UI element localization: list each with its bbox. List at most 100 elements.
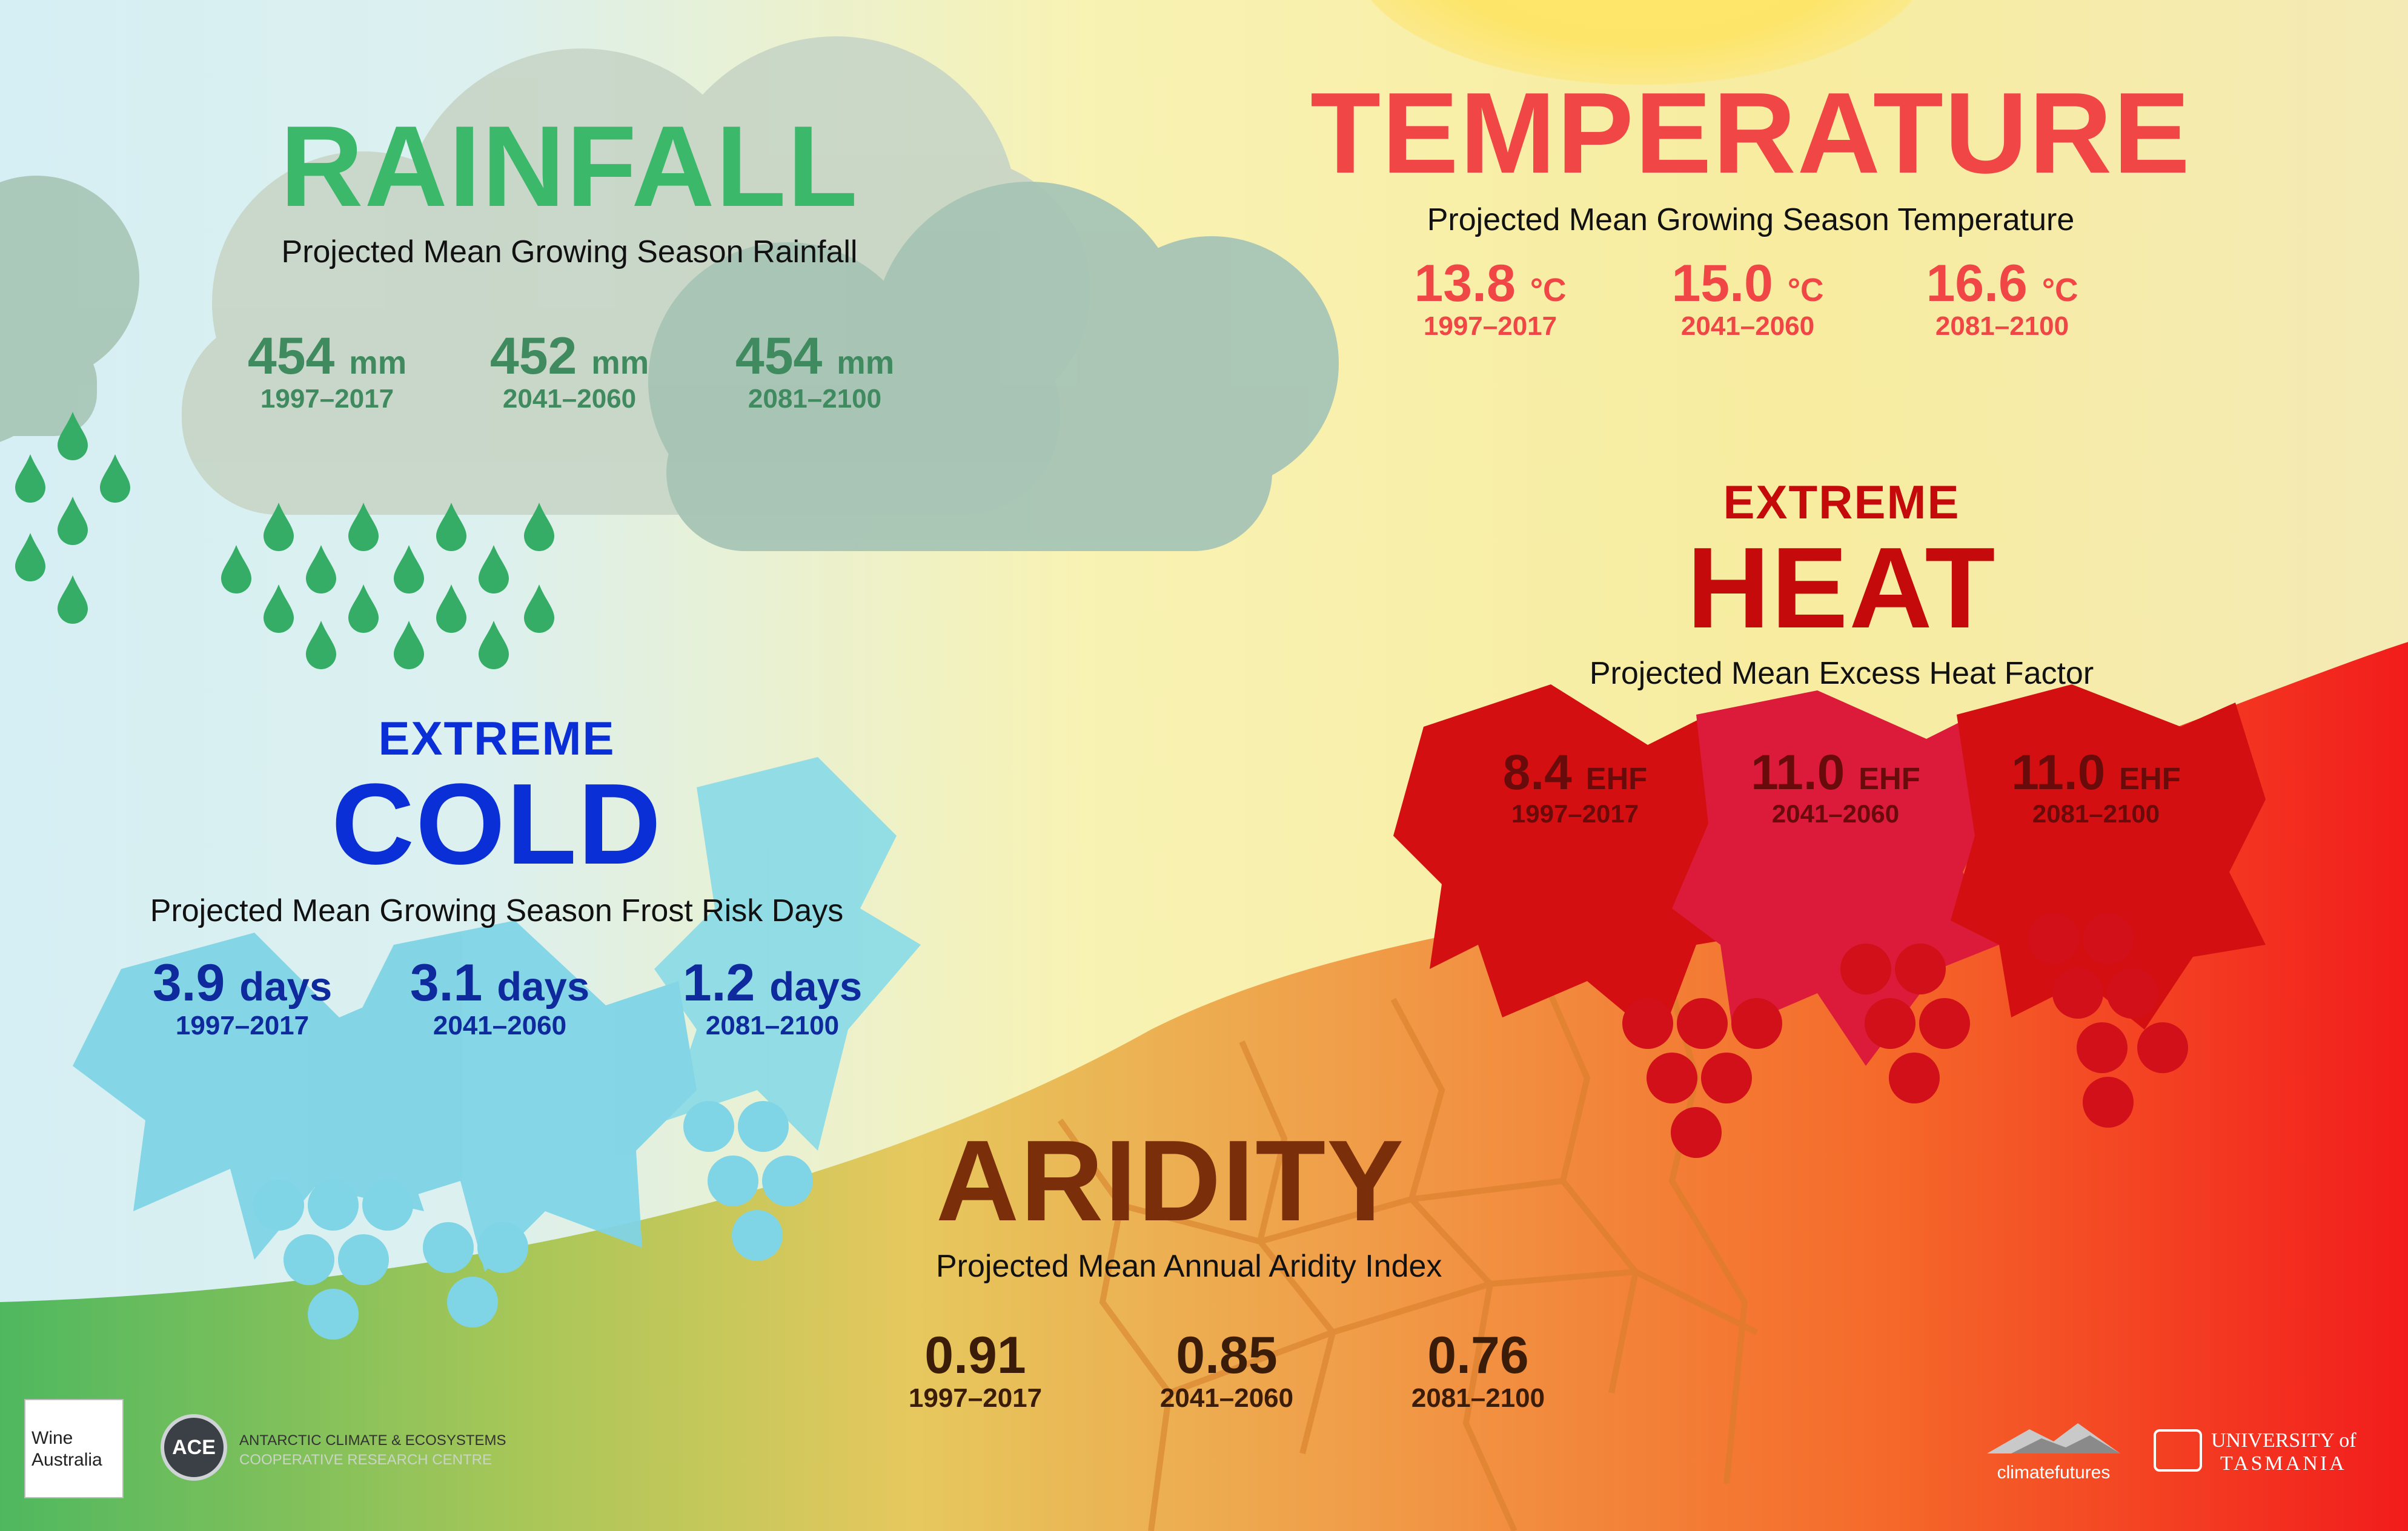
heat-title: HEAT <box>1687 524 1997 652</box>
temperature-unit-3: °C <box>2041 273 2078 308</box>
raindrop-icon <box>306 621 336 669</box>
dry-soil-cracks <box>1057 968 1759 1531</box>
temperature-stat-1: 13.8 °C 1997–2017 <box>1387 257 1593 340</box>
cold-unit-2: days <box>497 964 590 1010</box>
cold-kicker: EXTREME <box>378 712 615 765</box>
raindrop-icon <box>221 545 251 594</box>
grape-icon <box>1840 944 1891 994</box>
heat-stat-3: 11.0 EHF 2081–2100 <box>1987 748 2205 827</box>
grape-icon <box>338 1234 389 1285</box>
grape-icon <box>1622 998 1673 1049</box>
raindrop-icon <box>306 545 336 594</box>
temperature-period-3: 2081–2100 <box>1935 311 2069 341</box>
rainfall-value-1: 454 <box>247 327 335 385</box>
grape-icon <box>447 1277 498 1328</box>
aridity-value-1: 0.91 <box>924 1326 1026 1384</box>
aridity-section: ARIDITY Projected Mean Annual Aridity In… <box>936 1123 1542 1282</box>
grape-icon <box>708 1156 758 1206</box>
rainfall-value-2: 452 <box>489 327 577 385</box>
raindrop-icon <box>524 584 554 633</box>
grape-icon <box>477 1222 528 1273</box>
heat-unit-1: EHF <box>1585 761 1648 796</box>
aridity-subtitle: Projected Mean Annual Aridity Index <box>936 1249 1442 1284</box>
cold-period-3: 2081–2100 <box>705 1011 840 1040</box>
temperature-stat-3: 16.6 °C 2081–2100 <box>1899 257 2105 340</box>
ace-badge-text: ACE <box>172 1436 216 1459</box>
raindrop-icon <box>524 503 554 551</box>
aridity-period-1: 1997–2017 <box>908 1383 1043 1413</box>
grape-icon <box>308 1289 359 1340</box>
aridity-stat-1: 0.91 1997–2017 <box>891 1329 1060 1412</box>
rainfall-subtitle: Projected Mean Growing Season Rainfall <box>281 234 858 269</box>
cloud-icon <box>0 176 139 442</box>
grape-icon <box>2083 913 2134 964</box>
cold-period-1: 1997–2017 <box>175 1011 310 1040</box>
temperature-section: TEMPERATURE Projected Mean Growing Seaso… <box>1248 76 2254 236</box>
heat-unit-3: EHF <box>2119 761 2181 796</box>
temperature-value-3: 16.6 <box>1926 254 2028 312</box>
aridity-period-2: 2041–2060 <box>1159 1383 1294 1413</box>
grape-icon <box>683 1101 734 1152</box>
wine-australia-text: Wine Australia <box>32 1428 102 1470</box>
heat-period-3: 2081–2100 <box>2032 799 2160 828</box>
raindrop-icon <box>57 575 88 624</box>
temperature-title: TEMPERATURE <box>1310 69 2192 197</box>
rainfall-stat-3: 454 mm 2081–2100 <box>712 330 918 412</box>
mountain-icon <box>1987 1423 2120 1453</box>
raindrop-icon <box>264 584 294 633</box>
rainfall-section: RAINFALL Projected Mean Growing Season R… <box>218 109 921 268</box>
heat-kicker: EXTREME <box>1723 475 1960 529</box>
raindrop-icon <box>436 584 466 633</box>
grape-icon <box>1889 1053 1940 1103</box>
rainfall-unit-3: mm <box>837 345 895 381</box>
temperature-value-1: 13.8 <box>1414 254 1516 312</box>
raindrop-icon <box>100 454 130 503</box>
grape-icon <box>1865 998 1915 1049</box>
utas-line-1: UNIVERSITY of <box>2211 1429 2357 1452</box>
cold-stat-2: 3.1 days 2041–2060 <box>391 957 609 1039</box>
cold-value-1: 3.9 <box>152 954 225 1012</box>
grape-icon <box>1731 998 1782 1049</box>
raindrop-icon <box>479 621 509 669</box>
aridity-title: ARIDITY <box>936 1117 1405 1245</box>
raindrop-icon <box>264 503 294 551</box>
raindrop-icon <box>394 545 424 594</box>
temperature-stat-2: 15.0 °C 2041–2060 <box>1645 257 1851 340</box>
ace-line-2: COOPERATIVE RESEARCH CENTRE <box>239 1452 492 1468</box>
heat-period-2: 2041–2060 <box>1771 799 1900 828</box>
grape-icon <box>1677 998 1728 1049</box>
utas-line-2: TASMANIA <box>2220 1452 2347 1475</box>
grape-icon <box>1701 1053 1752 1103</box>
raindrop-icon <box>348 584 379 633</box>
grape-icon <box>738 1101 789 1152</box>
rainfall-unit-1: mm <box>349 345 407 381</box>
aridity-period-3: 2081–2100 <box>1411 1383 1545 1413</box>
grape-icon <box>308 1180 359 1231</box>
temperature-unit-2: °C <box>1787 273 1824 308</box>
cold-period-2: 2041–2060 <box>433 1011 567 1040</box>
heat-period-1: 1997–2017 <box>1511 799 1639 828</box>
ace-badge-icon: ACE <box>161 1414 227 1481</box>
cold-value-3: 1.2 <box>682 954 755 1012</box>
heat-unit-2: EHF <box>1859 761 1920 796</box>
heat-grape-bunch-icons <box>1622 913 2188 1158</box>
wine-australia-logo: Wine Australia <box>24 1399 124 1498</box>
rainfall-unit-2: mm <box>591 345 649 381</box>
rainfall-title: RAINFALL <box>280 102 859 231</box>
temperature-unit-1: °C <box>1530 273 1567 308</box>
raindrop-icon <box>15 533 45 581</box>
aridity-value-3: 0.76 <box>1427 1326 1529 1384</box>
rainfall-value-3: 454 <box>735 327 823 385</box>
cold-subtitle: Projected Mean Growing Season Frost Risk… <box>150 893 844 928</box>
raindrop-icon <box>15 454 45 503</box>
grape-icon <box>253 1180 304 1231</box>
aridity-value-2: 0.85 <box>1176 1326 1278 1384</box>
rainfall-stat-2: 452 mm 2041–2060 <box>466 330 672 412</box>
raindrop-icon <box>436 503 466 551</box>
rainfall-period-3: 2081–2100 <box>748 384 882 414</box>
grape-icon <box>2137 1022 2188 1073</box>
grape-icon <box>2077 1022 2128 1073</box>
cold-unit-1: days <box>239 964 333 1010</box>
utas-logo: UNIVERSITY of TASMANIA <box>2154 1423 2372 1478</box>
lion-crest-icon <box>2154 1429 2202 1472</box>
